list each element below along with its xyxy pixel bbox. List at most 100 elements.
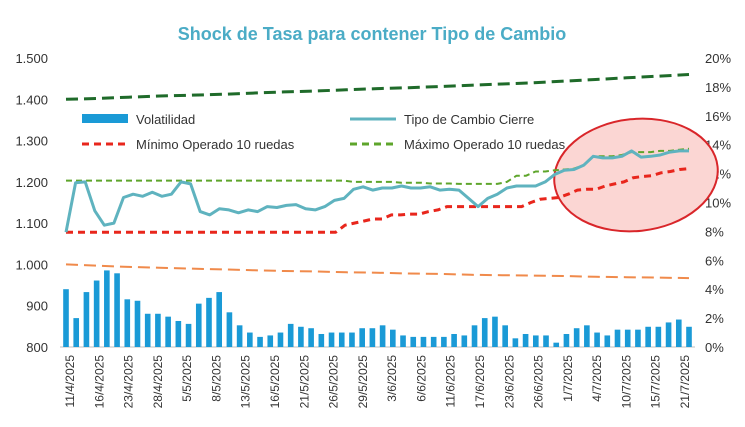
- volatility-bar: [522, 333, 529, 347]
- volatility-bar: [63, 289, 69, 347]
- volatility-bar: [267, 335, 274, 347]
- volatility-bar: [451, 333, 457, 347]
- exchange-rate-line: [64, 149, 689, 233]
- volatility-bar: [614, 329, 621, 347]
- x-tick-label: 11/4/2025: [63, 355, 77, 408]
- left-tick-label: 1.200: [15, 175, 48, 190]
- x-tick-label: 11/6/2025: [444, 355, 458, 408]
- volatility-bar: [308, 328, 314, 347]
- volatility-bar: [635, 329, 641, 347]
- right-tick-label: 16%: [705, 109, 731, 124]
- x-tick-label: 26/6/2025: [532, 355, 546, 409]
- min-10-line: [66, 167, 690, 234]
- legend-label: Mínimo Operado 10 ruedas: [136, 137, 295, 152]
- volatility-bar: [410, 336, 417, 347]
- volatility-bar: [584, 325, 590, 347]
- volatility-bar: [349, 332, 355, 347]
- volatility-bar: [420, 336, 427, 347]
- volatility-bar: [206, 297, 212, 347]
- x-tick-label: 5/5/2025: [180, 355, 194, 402]
- volatility-bar: [553, 342, 560, 347]
- x-tick-label: 23/4/2025: [122, 355, 136, 409]
- left-tick-label: 800: [26, 340, 48, 355]
- volatility-bar: [287, 323, 294, 347]
- volatility-bar: [155, 313, 161, 347]
- left-tick-label: 1.500: [15, 51, 48, 66]
- volatility-bar: [441, 336, 447, 347]
- chart-title: Shock de Tasa para contener Tipo de Camb…: [178, 24, 566, 44]
- x-tick-label: 21/5/2025: [297, 355, 311, 409]
- x-tick-label: 16/5/2025: [268, 355, 282, 409]
- left-tick-label: 1.100: [15, 216, 48, 231]
- volatility-bar: [104, 270, 110, 347]
- volatility-bar: [624, 329, 631, 347]
- volatility-bar: [247, 332, 253, 347]
- x-tick-label: 3/6/2025: [385, 355, 399, 402]
- right-tick-label: 0%: [705, 340, 724, 355]
- volatility-bar: [185, 323, 192, 347]
- x-tick-label: 10/7/2025: [619, 355, 633, 409]
- volatility-bar: [604, 335, 611, 347]
- volatility-bar: [430, 336, 437, 347]
- volatility-bar: [216, 292, 223, 347]
- volatility-bar: [175, 320, 182, 347]
- volatility-bar: [93, 280, 100, 347]
- x-tick-label: 21/7/2025: [678, 355, 692, 409]
- left-tick-label: 1.300: [15, 134, 48, 149]
- volatility-bar: [481, 318, 488, 347]
- annotation-layer: [553, 117, 719, 233]
- legend-label: Tipo de Cambio Cierre: [404, 112, 534, 127]
- volatility-bar: [369, 328, 376, 347]
- legend-swatch-bar: [82, 114, 128, 123]
- x-tick-label: 13/5/2025: [239, 355, 253, 409]
- volatility-bar: [512, 338, 519, 347]
- volatility-bar: [124, 299, 131, 347]
- volatility-bar: [277, 332, 284, 347]
- right-tick-label: 6%: [705, 253, 724, 268]
- volatility-bar: [338, 332, 345, 347]
- right-tick-label: 8%: [705, 224, 724, 239]
- volatility-bar: [543, 335, 549, 347]
- volatility-bar: [573, 328, 580, 347]
- volatility-bar: [390, 329, 396, 347]
- volatility-bar: [73, 318, 80, 347]
- volatility-bar: [532, 335, 539, 347]
- volatility-bar: [645, 326, 651, 347]
- x-tick-label: 23/6/2025: [502, 355, 516, 409]
- volatility-bar: [471, 325, 478, 347]
- left-tick-label: 1.000: [15, 257, 48, 272]
- highlight-ellipse: [553, 117, 719, 233]
- volatility-bar: [257, 336, 263, 347]
- volatility-bar: [318, 333, 325, 347]
- volatility-bar: [359, 328, 365, 347]
- volatility-bar: [328, 332, 335, 347]
- legend: Volatilidad Tipo de Cambio Cierre Mínimo O…: [82, 112, 566, 152]
- right-tick-label: 4%: [705, 282, 724, 297]
- volatility-bar: [379, 325, 386, 347]
- upper-band-line: [65, 73, 690, 101]
- x-tick-label: 16/4/2025: [92, 355, 106, 409]
- x-axis: 11/4/2025 16/4/2025 23/4/2025 28/4/2025 5/5/…: [63, 355, 692, 409]
- volatility-bar: [114, 273, 120, 347]
- volatility-bar: [195, 303, 202, 347]
- volatility-bar: [165, 316, 171, 347]
- volatility-bar: [675, 319, 682, 347]
- volatility-bar: [665, 322, 672, 347]
- volatility-bar: [492, 316, 498, 347]
- volatility-bars: [63, 270, 692, 347]
- volatility-bar: [594, 332, 600, 347]
- legend-label: Volatilidad: [136, 112, 195, 127]
- volatility-bar: [686, 326, 692, 347]
- volatility-bar: [298, 326, 304, 347]
- volatility-bar: [655, 326, 662, 347]
- volatility-bar: [461, 335, 468, 347]
- series-lines: [64, 73, 690, 280]
- right-tick-label: 18%: [705, 80, 731, 95]
- left-tick-label: 1.400: [15, 92, 48, 107]
- x-tick-label: 26/5/2025: [327, 355, 341, 409]
- right-tick-label: 2%: [705, 311, 724, 326]
- x-tick-label: 6/6/2025: [414, 355, 428, 402]
- volatility-bar: [226, 312, 233, 347]
- volatility-bar: [236, 325, 243, 347]
- lower-band-line: [65, 263, 690, 280]
